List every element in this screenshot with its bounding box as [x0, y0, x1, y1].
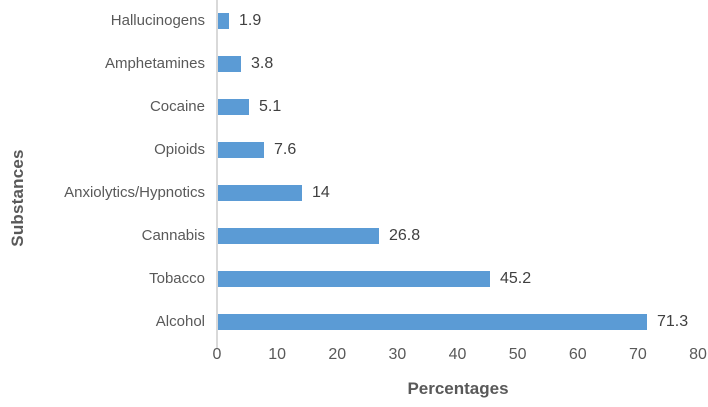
x-tick-label: 40 — [448, 346, 467, 363]
category-label: Tobacco — [149, 270, 205, 287]
x-tick-label: 0 — [212, 346, 222, 363]
x-tick-label: 70 — [628, 346, 647, 363]
category-label: Alcohol — [155, 313, 205, 330]
x-tick-label: 50 — [508, 346, 527, 363]
bar-value-label: 71.3 — [657, 313, 689, 330]
bar — [218, 56, 241, 72]
bar-value-label: 3.8 — [251, 55, 274, 72]
bar-value-label: 45.2 — [500, 270, 532, 287]
x-tick-label: 30 — [388, 346, 407, 363]
bar — [218, 13, 229, 29]
bar — [218, 185, 302, 201]
bar — [218, 314, 647, 330]
bar-value-label: 14 — [312, 184, 330, 201]
category-label: Cannabis — [141, 227, 205, 244]
bar — [218, 271, 490, 287]
x-tick-label: 60 — [568, 346, 587, 363]
bar-value-label: 5.1 — [259, 98, 282, 115]
bar-value-label: 1.9 — [239, 12, 262, 29]
category-label: Anxiolytics/Hypnotics — [64, 184, 205, 201]
category-label: Opioids — [154, 141, 205, 158]
x-tick-label: 10 — [268, 346, 287, 363]
bar — [218, 99, 249, 115]
bar-value-label: 26.8 — [389, 227, 421, 244]
category-label: Cocaine — [149, 98, 205, 115]
y-axis-line — [216, 0, 218, 348]
bar-value-label: 7.6 — [274, 141, 297, 158]
bar — [218, 142, 264, 158]
bar — [218, 228, 379, 244]
x-axis-title: Percentages — [407, 379, 509, 398]
category-label: Amphetamines — [104, 55, 205, 72]
x-tick-label: 20 — [328, 346, 347, 363]
category-label: Hallucinogens — [110, 12, 205, 29]
x-tick-label: 80 — [689, 346, 707, 363]
